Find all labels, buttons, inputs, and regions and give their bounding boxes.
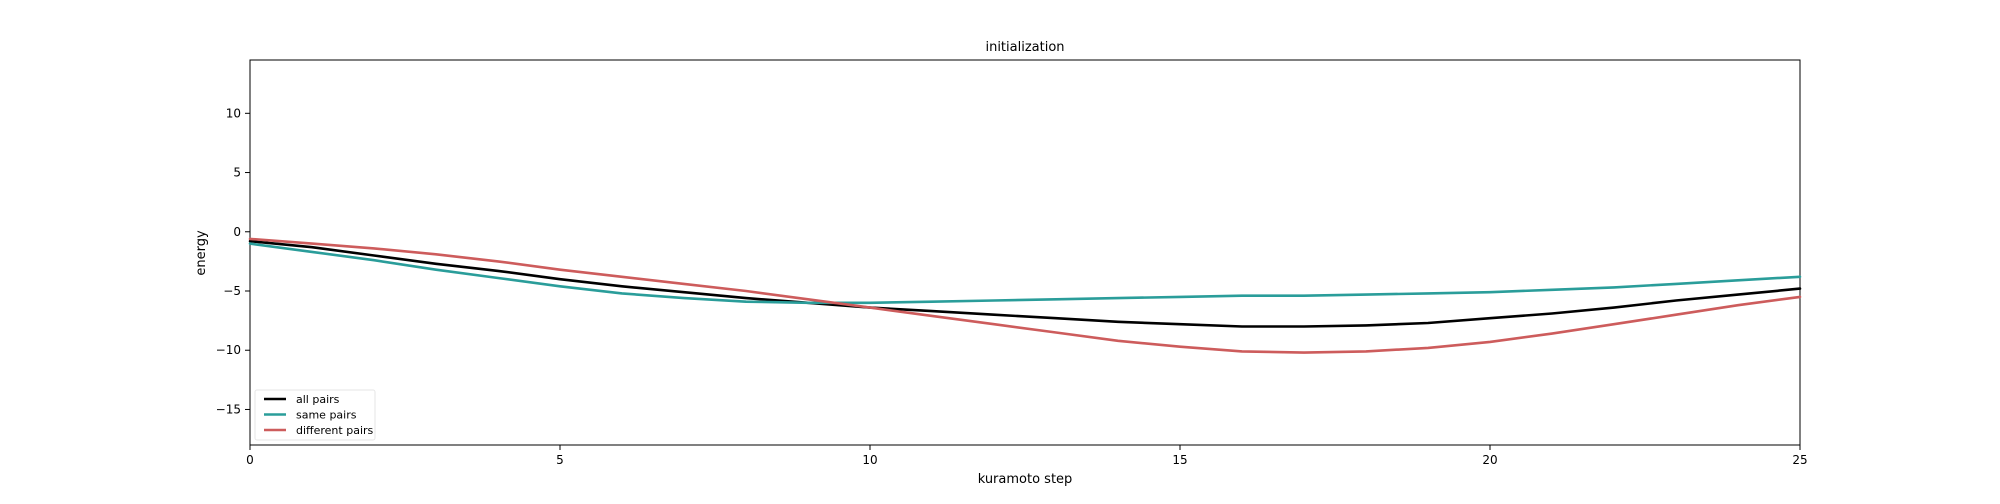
series-line-same-pairs — [248, 242, 1802, 305]
x-axis-ticks: 0 5 10 15 20 25 — [246, 445, 1808, 467]
y-tick-label: 5 — [233, 166, 241, 180]
series-lines — [248, 237, 1802, 354]
x-tick-label: 25 — [1792, 453, 1807, 467]
x-tick-label: 0 — [246, 453, 254, 467]
series-line-different-pairs — [248, 237, 1802, 354]
legend-label-all-pairs: all pairs — [296, 393, 340, 406]
plot-area-frame — [249, 59, 1801, 446]
legend: all pairs same pairs different pairs — [254, 389, 376, 441]
x-tick-label: 20 — [1482, 453, 1497, 467]
y-tick-label: 0 — [233, 225, 241, 239]
y-axis-ticks: −15 −10 −5 0 5 10 — [216, 106, 250, 416]
legend-box — [254, 389, 376, 441]
y-axis-label: energy — [194, 230, 209, 276]
legend-label-different-pairs: different pairs — [296, 424, 374, 437]
x-tick-label: 10 — [862, 453, 877, 467]
x-tick-label: 15 — [1172, 453, 1187, 467]
chart-title: initialization — [985, 40, 1064, 55]
legend-label-same-pairs: same pairs — [296, 409, 357, 422]
x-axis-label: kuramoto step — [978, 472, 1073, 487]
y-tick-label: −15 — [216, 402, 241, 416]
y-tick-label: −10 — [216, 343, 241, 357]
x-tick-label: 5 — [556, 453, 564, 467]
y-tick-label: 10 — [226, 106, 241, 120]
y-tick-label: −5 — [223, 284, 241, 298]
series-line-all-pairs — [248, 239, 1802, 328]
